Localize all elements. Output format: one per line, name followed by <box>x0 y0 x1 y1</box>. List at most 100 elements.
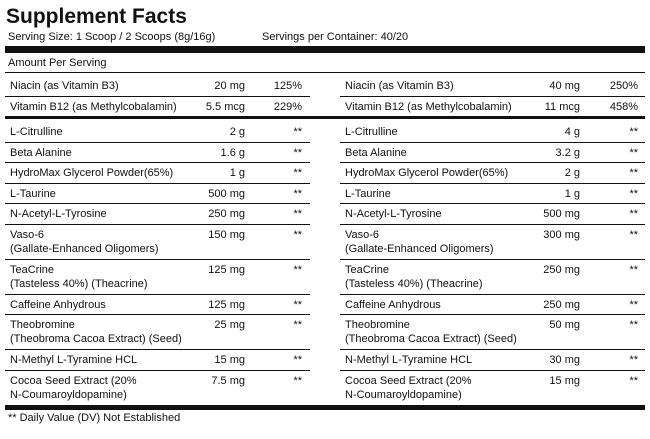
daily-value: ** <box>629 298 638 311</box>
nutrient-name: N-Methyl L-Tyramine HCL <box>10 354 138 366</box>
thick-divider <box>5 46 645 53</box>
servings-per-container: Servings per Container: 40/20 <box>262 31 409 43</box>
daily-value: ** <box>293 228 302 241</box>
daily-value: ** <box>293 208 302 220</box>
nutrient-name: (Gallate-Enhanced Oligomers) <box>10 242 159 255</box>
amount: 250 mg <box>543 298 580 311</box>
nutrient-name: N-Acetyl-L-Tyrosine <box>10 208 107 220</box>
divider <box>5 72 645 73</box>
daily-value: 125% <box>273 80 302 92</box>
amount: 150 mg <box>208 228 245 241</box>
daily-value: ** <box>293 374 302 387</box>
nutrient-name: N-Acetyl-L-Tyrosine <box>345 208 442 220</box>
row-divider <box>5 162 310 163</box>
amount: 250 mg <box>208 208 245 220</box>
row-divider <box>340 203 645 204</box>
nutrient-name: TeaCrine <box>345 263 390 276</box>
amount: 15 mg <box>549 374 580 387</box>
amount: 30 mg <box>549 354 580 366</box>
daily-value: ** <box>293 263 302 276</box>
daily-value: ** <box>629 374 638 387</box>
nutrient-name: Cocoa Seed Extract (20% <box>345 374 472 387</box>
row-divider <box>340 141 645 143</box>
nutrient-name: Beta Alanine <box>345 146 407 159</box>
row-divider <box>5 349 310 350</box>
amount: 20 mg <box>214 80 245 92</box>
amount: 2 g <box>229 126 245 138</box>
nutrient-name: Theobromine <box>345 319 410 331</box>
amount: 40 mg <box>549 80 580 92</box>
nutrient-name: (Tasteless 40%) (Theacrine) <box>10 277 148 290</box>
amount: 500 mg <box>208 187 245 200</box>
nutrient-name: (Theobroma Cacoa Extract) (Seed) <box>10 333 182 345</box>
amount: 25 mg <box>214 319 245 331</box>
amount: 125 mg <box>208 263 245 276</box>
row-divider <box>5 203 310 204</box>
row-divider <box>340 314 645 315</box>
daily-value: ** <box>629 228 638 241</box>
row-divider <box>5 141 310 143</box>
row-divider <box>5 258 310 260</box>
row-divider <box>5 293 310 295</box>
row-divider <box>340 369 645 371</box>
daily-value: ** <box>293 146 302 159</box>
nutrient-name: Vitamin B12 (as Methylcobalamin) <box>10 100 177 113</box>
amount: 15 mg <box>214 354 245 366</box>
nutrient-name: N-Coumaroyldopamine) <box>345 388 462 401</box>
amount: 125 mg <box>208 298 245 311</box>
amount: 1 g <box>564 187 580 200</box>
row-divider <box>340 349 645 350</box>
nutrient-name: L-Citrulline <box>345 126 398 138</box>
nutrient-name: Theobromine <box>10 319 75 331</box>
daily-value: ** <box>629 354 638 366</box>
amount: 7.5 mg <box>211 374 245 387</box>
daily-value: 250% <box>609 80 638 92</box>
amount: 50 mg <box>549 319 580 331</box>
row-divider <box>5 182 310 184</box>
title: Supplement Facts <box>6 5 187 28</box>
nutrient-name: L-Citrulline <box>10 126 63 138</box>
nutrient-name: Beta Alanine <box>10 146 72 159</box>
nutrient-name: (Theobroma Cacoa Extract) (Seed) <box>345 333 517 345</box>
nutrient-name: Vaso-6 <box>345 228 380 241</box>
row-divider <box>5 223 310 225</box>
nutrient-name: Vaso-6 <box>10 228 45 241</box>
daily-value: ** <box>629 319 638 331</box>
nutrient-name: Vitamin B12 (as Methylcobalamin) <box>345 100 512 113</box>
daily-value: ** <box>629 126 638 138</box>
row-divider <box>340 182 645 184</box>
nutrient-name: HydroMax Glycerol Powder(65%) <box>345 167 509 179</box>
nutrient-name: Caffeine Anhydrous <box>345 298 441 311</box>
amount: 5.5 mcg <box>205 100 245 113</box>
nutrient-name: Niacin (as Vitamin B3) <box>10 80 119 92</box>
footnote: ** Daily Value (DV) Not Established <box>8 412 181 424</box>
daily-value: ** <box>629 187 638 200</box>
serving-size: Serving Size: 1 Scoop / 2 Scoops (8g/16g… <box>8 31 216 43</box>
nutrient-name: L-Taurine <box>345 187 391 200</box>
amount-per-serving: Amount Per Serving <box>8 57 107 69</box>
row-divider <box>5 314 310 315</box>
row-divider <box>340 223 645 225</box>
daily-value: ** <box>293 126 302 138</box>
daily-value: 229% <box>273 100 302 113</box>
daily-value: ** <box>629 208 638 220</box>
amount: 2 g <box>564 167 580 179</box>
amount: 300 mg <box>543 228 580 241</box>
daily-value: 458% <box>609 100 638 113</box>
nutrient-name: N-Coumaroyldopamine) <box>10 388 127 401</box>
daily-value: ** <box>629 146 638 159</box>
daily-value: ** <box>629 263 638 276</box>
amount: 3.2 g <box>555 146 580 159</box>
amount: 1 g <box>229 167 245 179</box>
nutrient-name: L-Taurine <box>10 187 56 200</box>
row-divider <box>340 258 645 260</box>
daily-value: ** <box>293 187 302 200</box>
nutrient-name: Caffeine Anhydrous <box>10 298 106 311</box>
amount: 250 mg <box>543 263 580 276</box>
nutrient-name: N-Methyl L-Tyramine HCL <box>345 354 473 366</box>
nutrient-name: (Gallate-Enhanced Oligomers) <box>345 242 494 255</box>
amount: 1.6 g <box>220 146 245 159</box>
row-divider <box>340 162 645 163</box>
amount: 500 mg <box>543 208 580 220</box>
